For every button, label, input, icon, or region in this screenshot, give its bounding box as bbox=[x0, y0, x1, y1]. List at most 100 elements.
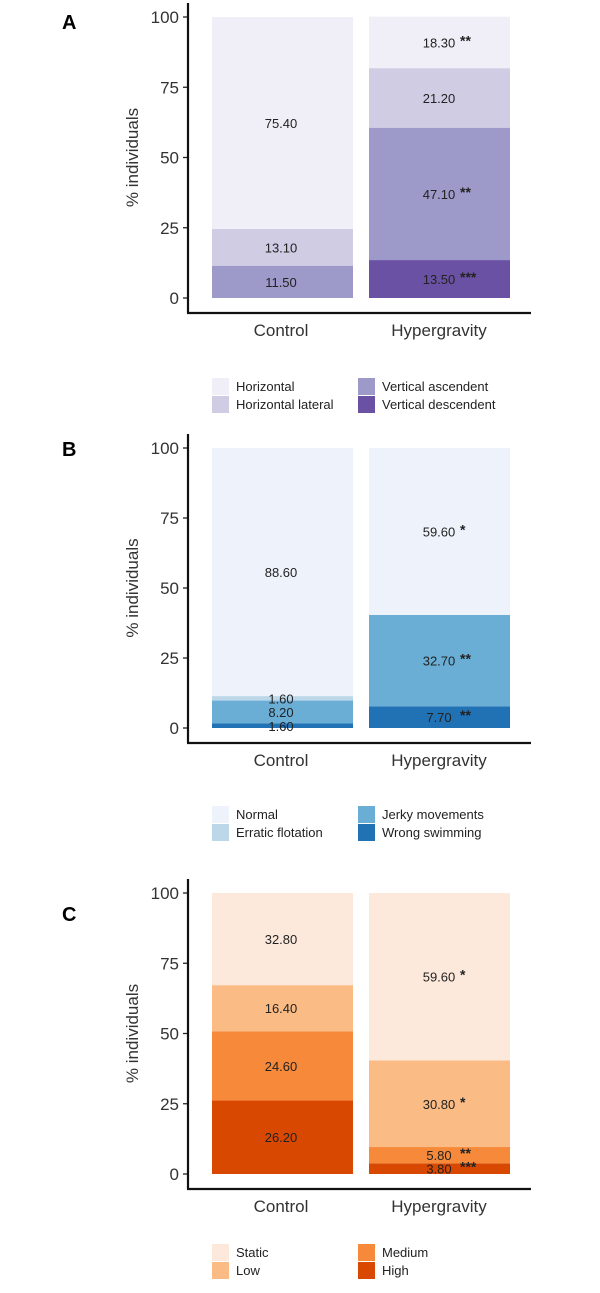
y-tick-label: 0 bbox=[170, 289, 179, 308]
legend-item-normal: Normal bbox=[212, 806, 278, 823]
legend-swatch bbox=[212, 396, 229, 413]
y-tick-label: 50 bbox=[160, 579, 179, 598]
significance-marker: ** bbox=[460, 707, 471, 723]
legend-label: Vertical ascendent bbox=[382, 379, 489, 394]
bar-segment-jerky-movements bbox=[369, 614, 510, 707]
legend-swatch bbox=[212, 824, 229, 841]
legend-item-horizontal: Horizontal bbox=[212, 378, 295, 395]
bar-segment-low bbox=[369, 1060, 510, 1148]
legend-item-horizontal-lateral: Horizontal lateral bbox=[212, 396, 334, 413]
x-tick-label: Control bbox=[254, 321, 309, 340]
bar-segment-static bbox=[212, 893, 353, 986]
bar-segment-normal bbox=[212, 448, 353, 697]
stacked-bar-chart: % individuals 0 25 50 75 100 1.608.201.60 88.60… bbox=[123, 434, 531, 770]
y-tick-label: 0 bbox=[170, 719, 179, 738]
data-label: 26.20 bbox=[265, 1130, 298, 1145]
data-label: 32.70 bbox=[423, 654, 456, 669]
legend-label: Jerky movements bbox=[382, 807, 484, 822]
data-label: 13.10 bbox=[265, 240, 298, 255]
x-tick-label: Control bbox=[254, 1197, 309, 1216]
bar-segment-wrong-swimming bbox=[212, 723, 353, 728]
data-label: 18.30 bbox=[423, 35, 456, 50]
data-label: 59.60 bbox=[423, 524, 456, 539]
significance-marker: ** bbox=[460, 1145, 471, 1161]
legend-label: Horizontal lateral bbox=[236, 397, 334, 412]
data-label: 21.20 bbox=[423, 91, 456, 106]
bar-segment-high bbox=[212, 1100, 353, 1174]
legend-swatch bbox=[212, 378, 229, 395]
significance-marker: * bbox=[460, 967, 466, 983]
y-tick-label: 25 bbox=[160, 649, 179, 668]
data-label: 47.10 bbox=[423, 187, 456, 202]
legend-swatch bbox=[358, 1262, 375, 1279]
legend-label: Static bbox=[236, 1245, 269, 1260]
bar-segment-vertical-ascendent bbox=[369, 127, 510, 261]
panel-a: A % individuals 0 25 50 75 100 11.50 13.10 75.40… bbox=[0, 0, 600, 420]
bar-segment-horizontal-lateral bbox=[369, 68, 510, 128]
data-label: 75.40 bbox=[265, 116, 298, 131]
bar-segment-medium bbox=[212, 1031, 353, 1101]
bar-segment-jerky-movements bbox=[212, 700, 353, 724]
y-tick-label: 25 bbox=[160, 1095, 179, 1114]
data-label: 88.60 bbox=[265, 565, 298, 580]
y-axis-label: % individuals bbox=[123, 984, 142, 1083]
y-tick-label: 50 bbox=[160, 1025, 179, 1044]
significance-marker: ** bbox=[460, 651, 471, 667]
stacked-bar-chart: % individuals 0 25 50 75 100 11.50 13.10 75.40 Co… bbox=[123, 3, 531, 340]
panel-letter: B bbox=[62, 439, 77, 461]
x-tick-label: Hypergravity bbox=[391, 1197, 487, 1216]
bar-segment-high bbox=[369, 1163, 510, 1174]
bar-segment-vertical-descendent bbox=[369, 260, 510, 298]
legend-label: Wrong swimming bbox=[382, 825, 482, 840]
legend-item-static: Static bbox=[212, 1244, 269, 1261]
legend-swatch bbox=[358, 396, 375, 413]
bar-segment-static bbox=[369, 893, 510, 1061]
legend-item-vertical-descendent: Vertical descendent bbox=[358, 396, 495, 413]
y-tick-label: 75 bbox=[160, 78, 179, 97]
data-label: 1.60 bbox=[268, 719, 293, 734]
y-tick-label: 100 bbox=[151, 439, 179, 458]
legend-item-medium: Medium bbox=[358, 1244, 428, 1261]
legend-swatch bbox=[358, 378, 375, 395]
bar-segment-wrong-swimming bbox=[369, 706, 510, 728]
significance-marker: ** bbox=[460, 184, 471, 200]
data-label: 11.50 bbox=[265, 275, 297, 290]
legend-item-wrong-swimming: Wrong swimming bbox=[358, 824, 481, 841]
legend-swatch bbox=[358, 824, 375, 841]
y-tick-label: 75 bbox=[160, 954, 179, 973]
panel-b: B % individuals 0 25 50 75 100 1.60 8.20 1.60 88.… bbox=[0, 431, 600, 851]
legend-swatch bbox=[358, 1244, 375, 1261]
bar-segment-medium bbox=[369, 1147, 510, 1164]
legend-item-erratic-flotation: Erratic flotation bbox=[212, 824, 323, 841]
x-tick-label: Hypergravity bbox=[391, 321, 487, 340]
legend-label: Medium bbox=[382, 1245, 429, 1260]
legend-item-jerky-movements: Jerky movements bbox=[358, 806, 484, 823]
legend-swatch bbox=[212, 1244, 229, 1261]
y-tick-label: 100 bbox=[151, 884, 179, 903]
data-label: 24.60 bbox=[265, 1059, 298, 1074]
data-label: 7.70 bbox=[426, 710, 451, 725]
significance-marker: *** bbox=[460, 269, 477, 285]
panel-letter: A bbox=[62, 12, 77, 34]
x-tick-label: Control bbox=[254, 751, 309, 770]
bar-segment-erratic-flotation bbox=[212, 696, 353, 701]
legend-label: Low bbox=[236, 1263, 260, 1278]
bar-segment-horizontal-lateral bbox=[212, 228, 353, 266]
legend-label: High bbox=[382, 1263, 409, 1278]
y-tick-label: 25 bbox=[160, 219, 179, 238]
data-label: 59.60 bbox=[423, 970, 456, 985]
y-tick-label: 75 bbox=[160, 509, 179, 528]
bar-segment-low bbox=[212, 985, 353, 1032]
significance-marker: * bbox=[460, 1094, 466, 1110]
bar-segment-horizontal bbox=[369, 16, 510, 69]
legend-label: Erratic flotation bbox=[236, 825, 323, 840]
bar-segment-normal bbox=[369, 448, 510, 615]
y-tick-label: 100 bbox=[151, 8, 179, 27]
significance-marker: * bbox=[460, 521, 466, 537]
bar-segment-vertical-ascendent bbox=[212, 265, 353, 298]
data-label: 5.80 bbox=[426, 1148, 451, 1163]
panel-c: C % individuals 0 25 50 75 100 26.20 24.60 16.40… bbox=[0, 862, 600, 1282]
legend-label: Normal bbox=[236, 807, 278, 822]
data-label: 1.60 bbox=[268, 691, 293, 706]
y-tick-label: 50 bbox=[160, 149, 179, 168]
